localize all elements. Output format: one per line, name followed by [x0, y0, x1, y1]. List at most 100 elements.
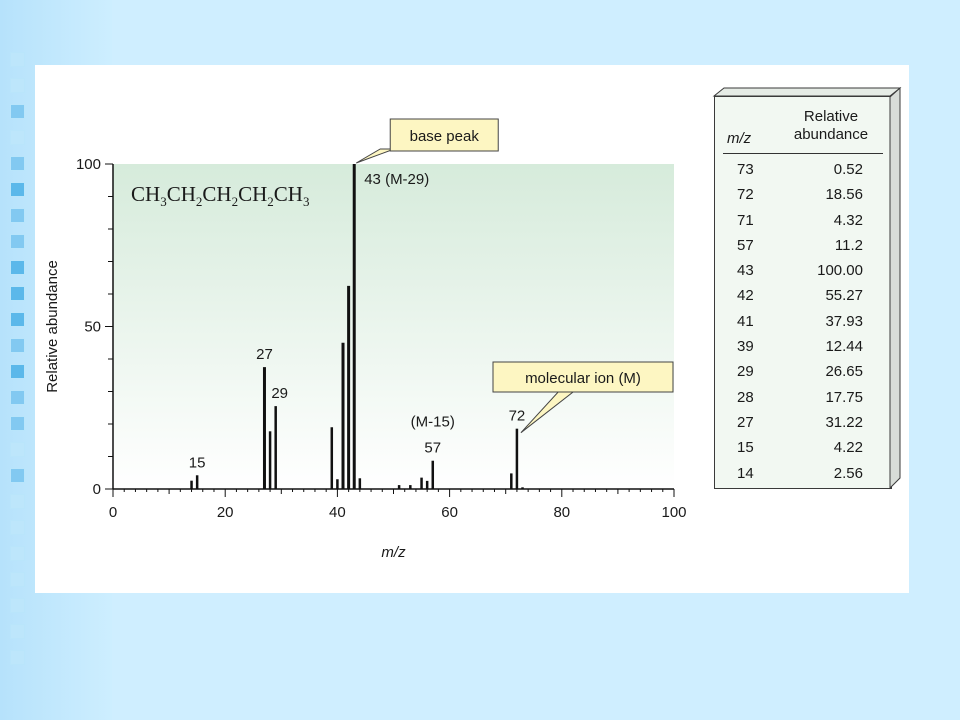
peak-bar-mz-15 [195, 475, 199, 489]
table-rows: 73 0.52 72 18.56 71 4.32 57 11.2 43 100.00 42 55.27… [715, 158, 891, 487]
plot-area [113, 164, 674, 489]
x-tick-label: 60 [441, 504, 458, 521]
table-row: 27 31.22 [715, 411, 891, 436]
y-tick-label: 0 [93, 481, 101, 498]
table-cell-abundance: 31.22 [825, 413, 863, 431]
decorative-tile [10, 234, 25, 249]
peak-label: 43 (M-29) [364, 171, 429, 188]
decorative-tile [10, 598, 25, 613]
peak-bar-mz-57 [431, 460, 435, 489]
table-header-rule [723, 153, 883, 154]
table-cell-mz: 14 [737, 464, 754, 482]
formula-subscript: 2 [267, 194, 274, 209]
peak-bar-mz-71 [510, 473, 513, 489]
table-cell-abundance: 11.2 [834, 236, 863, 254]
peak-bar-mz-43 [352, 164, 356, 489]
formula-subscript: 2 [196, 194, 203, 209]
decorative-tile [10, 182, 25, 197]
decorative-tile [10, 338, 25, 353]
formula-label: CH3CH2CH2CH2CH3 [131, 182, 309, 209]
peak-bar-mz-39 [330, 427, 334, 489]
peak-bar-mz-55 [420, 477, 423, 489]
table-cell-abundance: 55.27 [825, 287, 863, 305]
peak-bar-mz-28 [268, 431, 272, 489]
y-tick-label: 50 [84, 319, 101, 336]
decorative-tile [10, 572, 25, 587]
decorative-tile [10, 104, 25, 119]
x-tick-label: 100 [661, 504, 686, 521]
peak-bar-mz-53 [409, 485, 412, 489]
peak-bar-mz-40 [336, 479, 339, 489]
table-header-abundance: Relative abundance [775, 108, 887, 144]
table-cell-mz: 72 [737, 186, 754, 204]
abundance-table: m/z Relative abundance 73 0.52 72 18.56 71 4.… [714, 96, 892, 489]
table-cell-abundance: 12.44 [825, 338, 863, 356]
table-row: 71 4.32 [715, 209, 891, 234]
formula-group: CH [131, 182, 160, 206]
table-cell-abundance: 4.22 [833, 439, 863, 457]
peak-bar-mz-14 [190, 480, 193, 489]
table-cell-abundance: 26.65 [825, 363, 863, 381]
table-row: 39 12.44 [715, 335, 891, 360]
peak-bar-mz-51 [397, 485, 401, 489]
table-cell-abundance: 100.00 [817, 262, 863, 280]
decorative-tile [10, 468, 25, 483]
peak-bar-mz-72 [515, 428, 519, 489]
decorative-tile [10, 260, 25, 275]
molecular-ion-callout-box [492, 361, 674, 393]
decorative-tile [10, 312, 25, 327]
peak-bar-mz-56 [425, 480, 429, 489]
table-cell-abundance: 18.56 [825, 186, 863, 204]
decorative-tile [10, 442, 25, 457]
table-row: 42 55.27 [715, 284, 891, 309]
base-peak-callout-text: base peak [410, 128, 480, 145]
table-cell-mz: 15 [737, 439, 754, 457]
formula-subscript: 3 [160, 194, 167, 209]
table-row: 72 18.56 [715, 183, 891, 208]
table-cell-mz: 43 [737, 262, 754, 280]
formula-subscript: 2 [232, 194, 239, 209]
peak-label: 27 [256, 346, 273, 363]
decorative-tile [10, 78, 25, 93]
table-row: 28 17.75 [715, 386, 891, 411]
decorative-tile [10, 286, 25, 301]
decorative-tile [10, 624, 25, 639]
table-row: 73 0.52 [715, 158, 891, 183]
table-cell-mz: 71 [737, 211, 754, 229]
peak-bar-mz-29 [274, 406, 277, 489]
table-row: 41 37.93 [715, 310, 891, 335]
table-cell-mz: 39 [737, 338, 754, 356]
peak-bar-mz-73 [521, 487, 524, 489]
decorative-tile [10, 208, 25, 223]
table-cell-abundance: 0.52 [833, 161, 863, 178]
base-peak-callout-box [389, 118, 499, 152]
y-axis-title: Relative abundance [44, 260, 61, 393]
table-cell-mz: 29 [737, 363, 754, 381]
table-header-abundance-line1: Relative [803, 108, 859, 125]
table-row: 15 4.22 [715, 436, 891, 461]
table-row: 29 26.65 [715, 360, 891, 385]
peak-bar-mz-41 [341, 342, 345, 489]
formula-group: CH [274, 182, 303, 206]
molecular-ion-callout-text: molecular ion (M) [525, 370, 641, 387]
decorative-tile [10, 52, 25, 67]
peak-label: 29 [271, 385, 288, 402]
formula-group: CH [238, 182, 267, 206]
decorative-tile [10, 650, 25, 665]
x-tick-label: 40 [329, 504, 346, 521]
decorative-tile [10, 390, 25, 405]
table-cell-mz: 73 [737, 161, 754, 178]
peak-label: 57 [424, 440, 441, 457]
base-peak-callout-pointer [355, 148, 395, 164]
decorative-tile [10, 156, 25, 171]
table-header-abundance-line2: abundance [793, 126, 869, 143]
table-cell-abundance: 37.93 [825, 312, 863, 330]
decorative-tile [10, 416, 25, 431]
table-row: 43 100.00 [715, 259, 891, 284]
decorative-tile [10, 364, 25, 379]
formula-group: CH [202, 182, 231, 206]
decorative-tile [10, 546, 25, 561]
table-cell-abundance: 4.32 [833, 211, 863, 229]
table-cell-mz: 28 [737, 388, 754, 406]
